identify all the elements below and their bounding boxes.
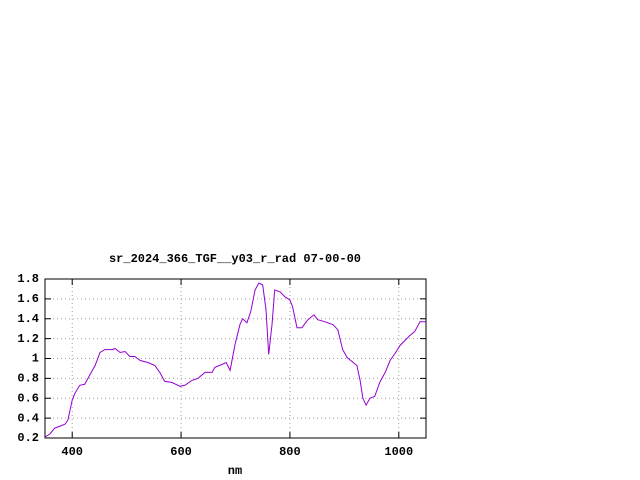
x-tick-label: 600 xyxy=(170,445,192,459)
x-tick-label: 800 xyxy=(279,445,301,459)
y-tick-label: 1.2 xyxy=(17,332,39,346)
y-tick-label: 1.6 xyxy=(17,292,39,306)
y-tick-label: 1.4 xyxy=(17,312,39,326)
y-tick-label: 1.8 xyxy=(17,272,39,286)
y-tick-label: 1 xyxy=(32,352,39,366)
x-axis-label: nm xyxy=(228,464,242,478)
chart-title: sr_2024_366_TGF__y03_r_rad 07-00-00 xyxy=(109,252,361,266)
data-line xyxy=(44,282,426,438)
x-tick-label: 400 xyxy=(61,445,83,459)
y-tick-label: 0.4 xyxy=(17,411,39,425)
plot-border xyxy=(44,278,427,439)
x-tick-label: 1000 xyxy=(384,445,413,459)
y-tick-label: 0.2 xyxy=(17,431,39,445)
y-tick-label: 0.8 xyxy=(17,372,39,386)
y-tick-label: 0.6 xyxy=(17,391,39,405)
